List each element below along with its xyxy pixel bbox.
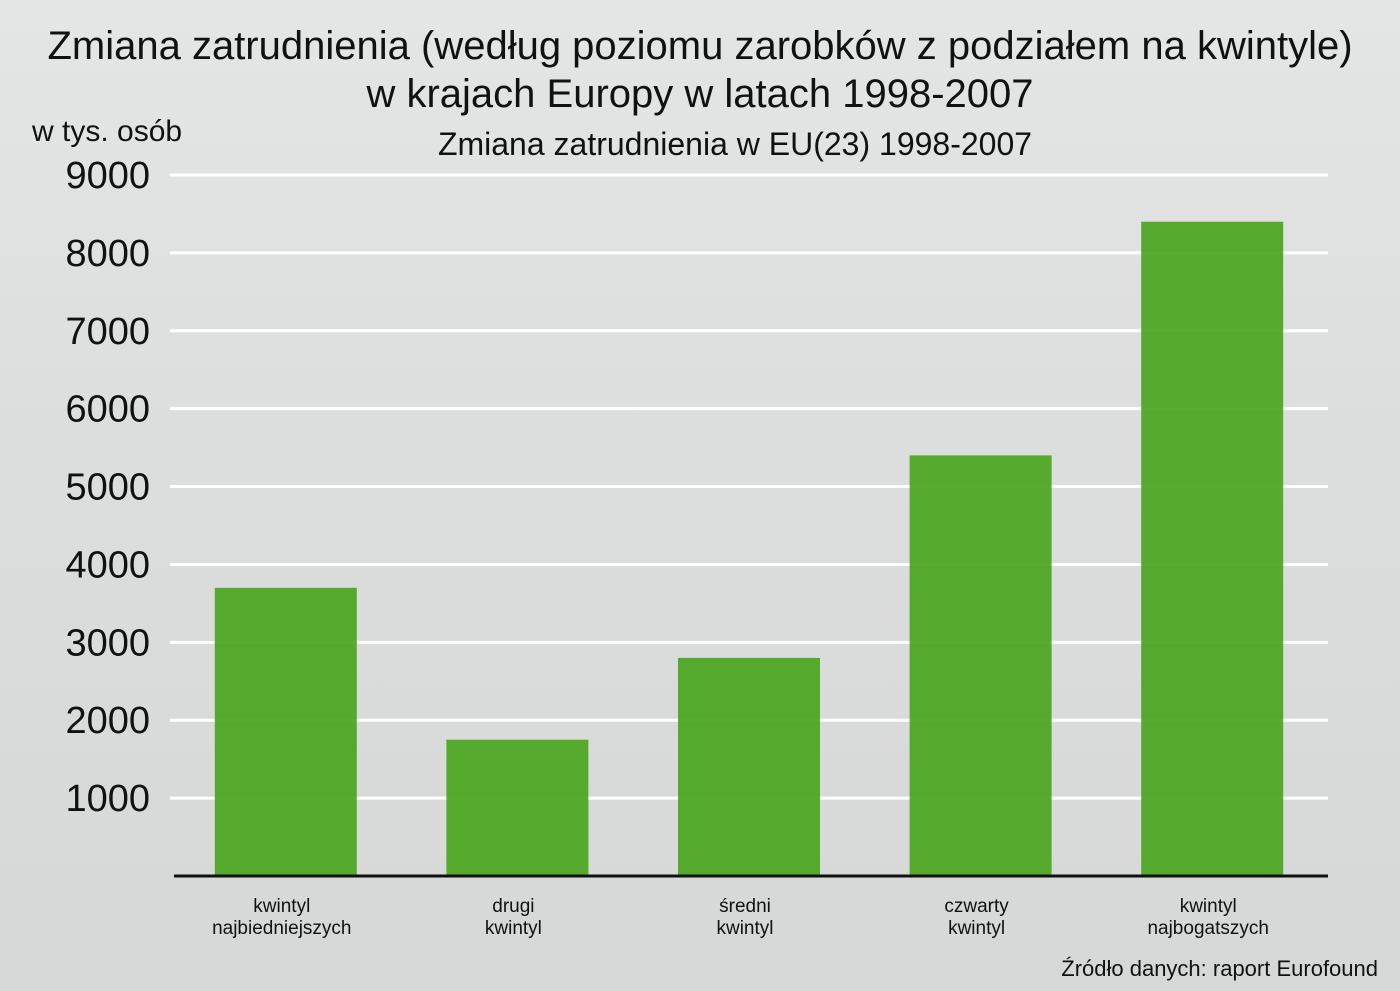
x-tick-label-1-line-2: najbiedniejszych bbox=[212, 918, 351, 939]
bar-3 bbox=[678, 657, 820, 876]
y-tick-label-1000: 1000 bbox=[65, 778, 150, 820]
bar-2 bbox=[446, 739, 589, 876]
y-tick-label-3000: 3000 bbox=[65, 622, 150, 664]
y-axis-ticks: 1000 2000 3000 4000 5000 6000 7000 8000 9000 bbox=[65, 155, 150, 820]
x-tick-label-2-line-2: kwintyl bbox=[485, 918, 542, 939]
x-axis-labels: kwintylnajbiedniejszychdrugikwintylśredn… bbox=[212, 896, 1269, 939]
y-axis-unit-label: w tys. osób bbox=[32, 115, 183, 148]
chart-subtitle: Zmiana zatrudnienia w EU(23) 1998-2007 bbox=[437, 126, 1033, 162]
bar-5 bbox=[1141, 221, 1284, 876]
chart-title: Zmiana zatrudnienia (według poziomu zaro… bbox=[0, 22, 1400, 118]
y-tick-label-5000: 5000 bbox=[65, 467, 150, 509]
y-tick-label-2000: 2000 bbox=[65, 700, 150, 742]
x-tick-label-5-line-2: najbogatszych bbox=[1147, 918, 1268, 939]
x-tick-label-4-line-2: kwintyl bbox=[948, 918, 1005, 939]
chart-title-line-2: w krajach Europy w latach 1998-2007 bbox=[366, 72, 1034, 116]
y-tick-label-9000: 9000 bbox=[65, 155, 150, 197]
y-tick-label-7000: 7000 bbox=[65, 311, 150, 353]
x-tick-label-1-line-1: kwintyl bbox=[253, 896, 310, 917]
chart-title-line-1: Zmiana zatrudnienia (według poziomu zaro… bbox=[47, 24, 1353, 68]
y-tick-label-6000: 6000 bbox=[65, 389, 150, 431]
bars bbox=[214, 221, 1284, 876]
bar-4 bbox=[909, 455, 1052, 876]
x-tick-label-4-line-1: czwarty bbox=[944, 896, 1009, 917]
bar-1 bbox=[214, 587, 357, 876]
x-tick-label-3-line-2: kwintyl bbox=[716, 918, 773, 939]
x-tick-label-5-line-1: kwintyl bbox=[1180, 896, 1237, 917]
y-tick-label-8000: 8000 bbox=[65, 233, 150, 275]
y-tick-label-4000: 4000 bbox=[65, 544, 150, 586]
x-tick-label-3-line-1: średni bbox=[719, 896, 771, 917]
x-tick-label-2-line-1: drugi bbox=[492, 896, 534, 917]
source-note: Źródło danych: raport Eurofound bbox=[1061, 956, 1378, 981]
